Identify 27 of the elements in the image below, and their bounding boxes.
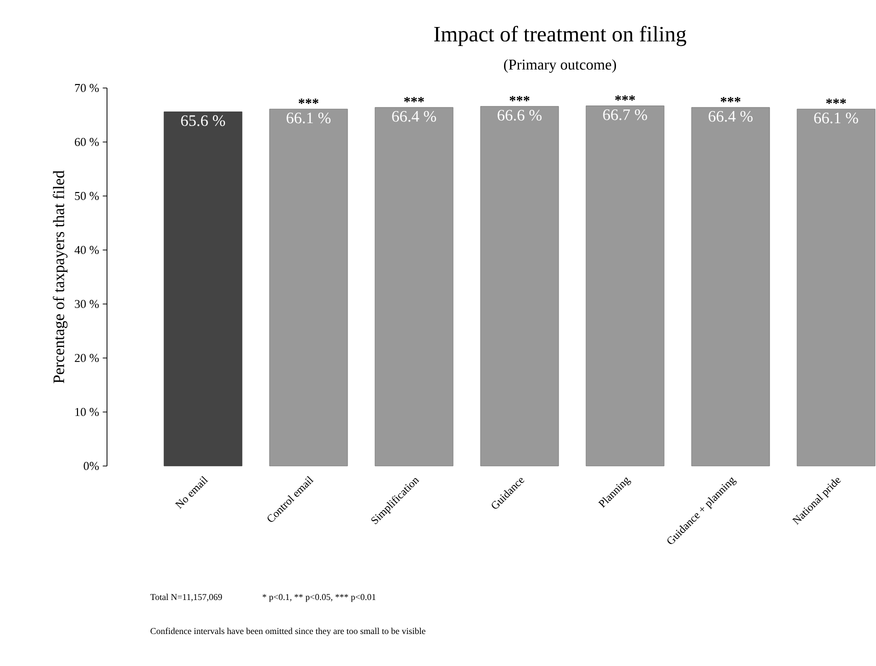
y-tick-label: 20 % — [74, 354, 99, 362]
y-tick-label: 0% — [84, 462, 99, 470]
data-label: 66.4 % — [392, 110, 436, 122]
y-tick-label: 50 % — [75, 192, 99, 200]
data-label: 65.6 % — [181, 115, 226, 126]
annotation: *** — [826, 98, 846, 104]
y-tick-label: 30 % — [74, 300, 99, 308]
annotation: *** — [510, 96, 530, 102]
annotation: *** — [404, 97, 424, 102]
annotation: *** — [615, 95, 635, 101]
data-label: 66.1 % — [286, 112, 331, 124]
data-label: 66.6 % — [498, 110, 542, 121]
text: Total N=11,157,069 — [150, 594, 222, 602]
chart-subtitle: (Primary outcome) — [504, 59, 616, 73]
y-tick-label: 10 % — [75, 408, 99, 416]
chart-title: Impact of treatment on filing — [434, 26, 686, 46]
y-tick-label: 70 % — [75, 84, 99, 92]
y-tick-label: 60 % — [74, 138, 99, 146]
data-label: 66.4 % — [708, 110, 753, 122]
y-axis-title: Percentage of taxpayers that filed — [52, 170, 68, 384]
data-label: 66.7 % — [603, 109, 648, 120]
data-label: 66.1 % — [814, 112, 858, 124]
text: Confidence intervals have been omitted since they are too small to be visible — [150, 628, 426, 636]
annotation: *** — [720, 97, 740, 102]
text: * p<0.1, ** p<0.05, *** p<0.01 — [262, 594, 376, 602]
y-tick-label: 40 % — [74, 246, 99, 254]
annotation: *** — [298, 98, 318, 104]
